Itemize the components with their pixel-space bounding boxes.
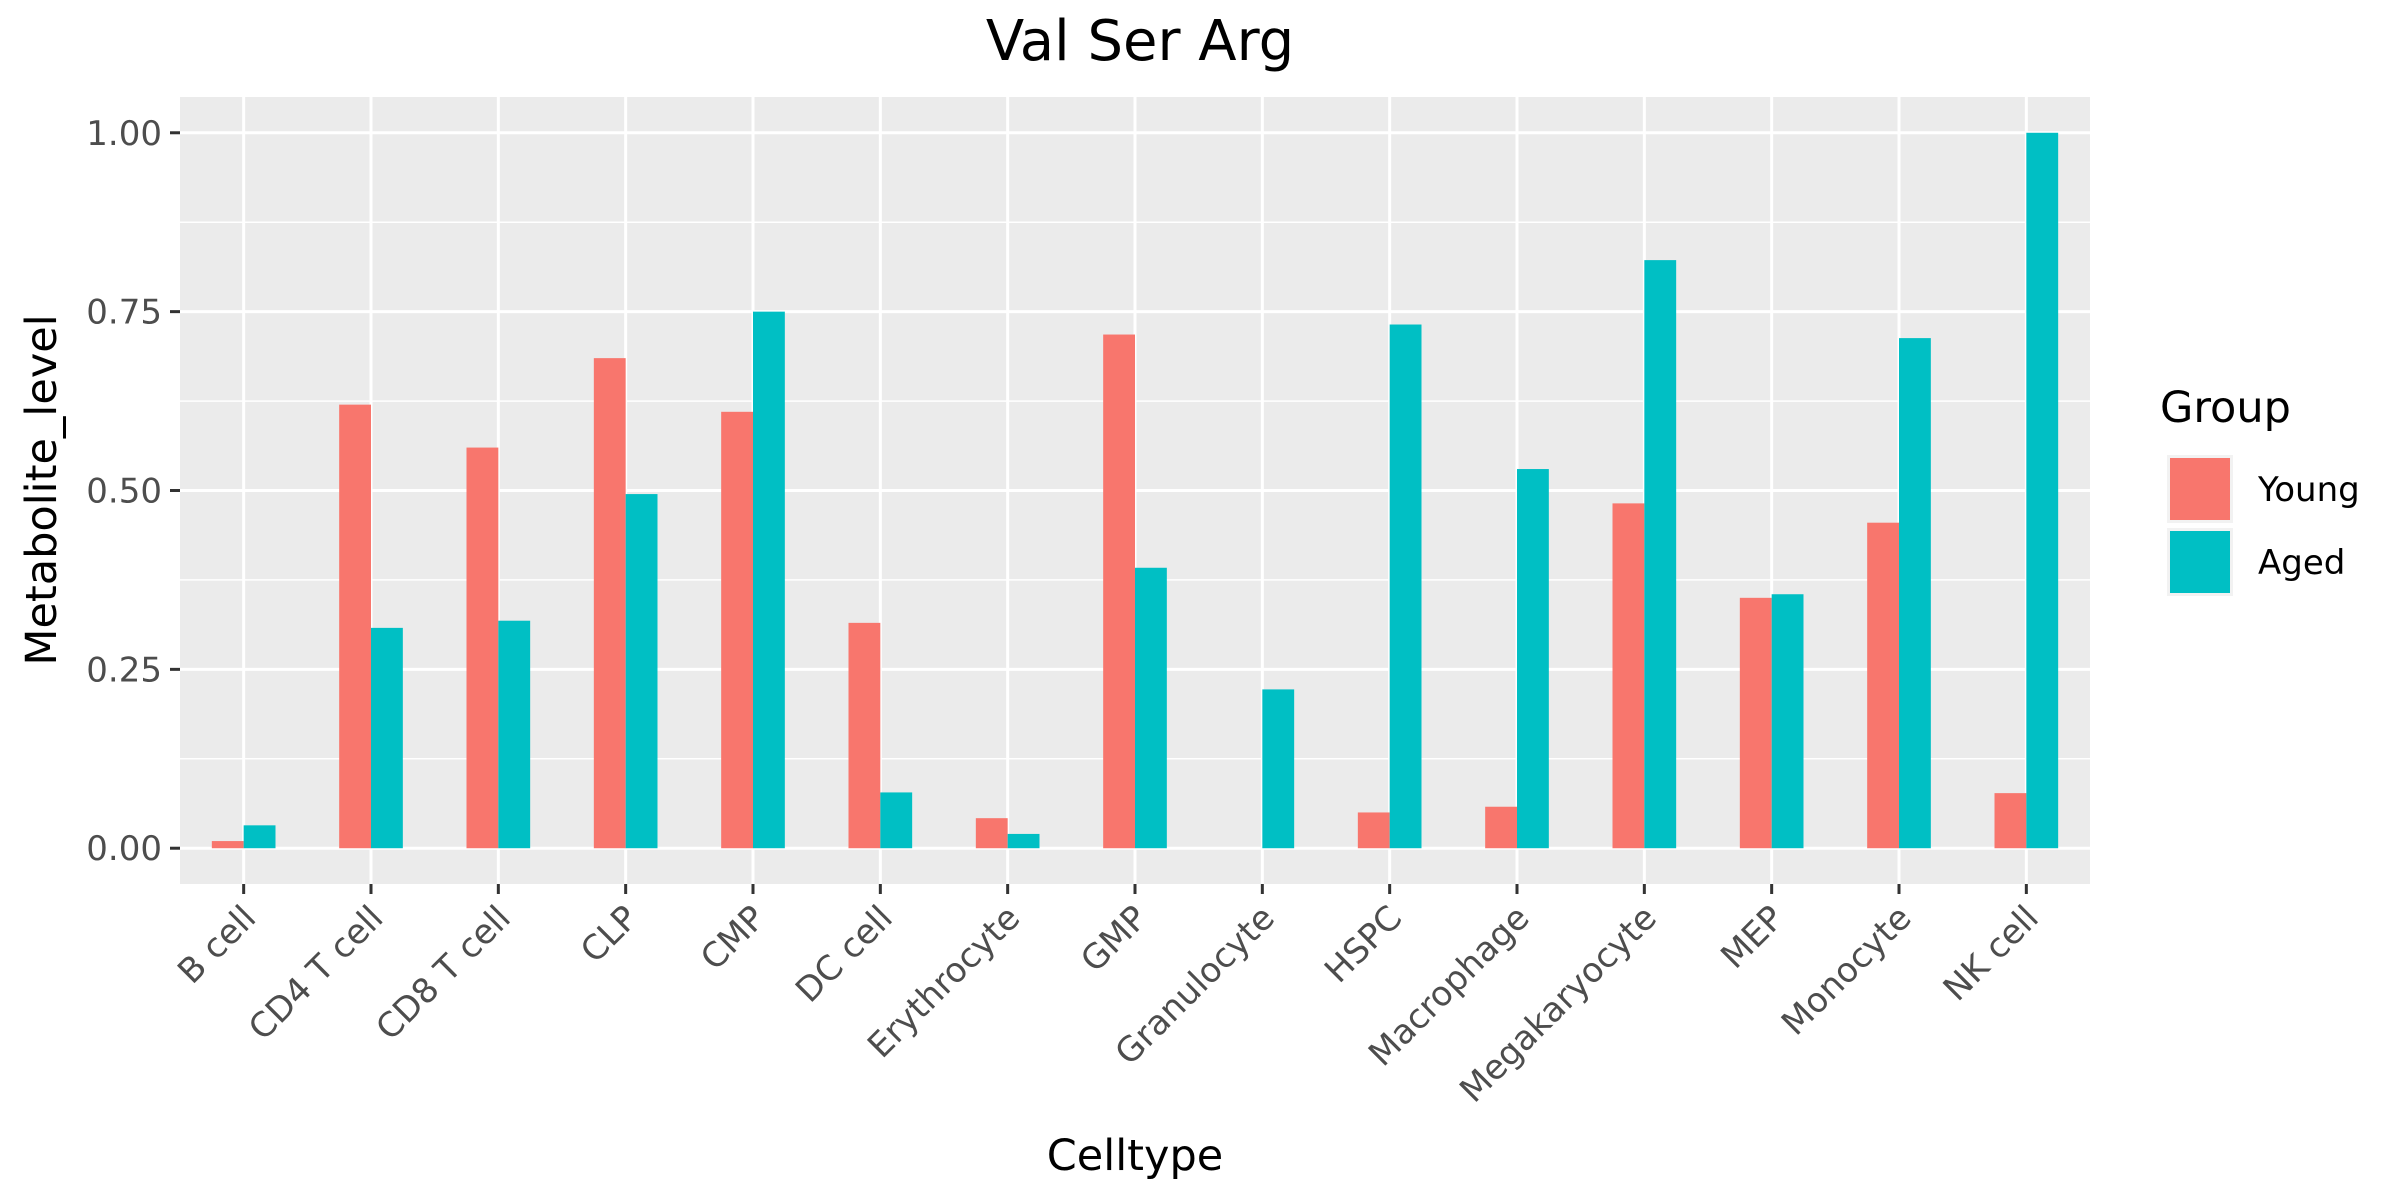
bar [1262,689,1295,849]
y-tick-label: 0.50 [86,472,162,512]
bar [1867,522,1899,849]
x-tick-label: NK cell [1936,898,2047,1009]
y-tick-label: 0.75 [86,293,162,333]
chart-title: Val Ser Arg [986,9,1294,74]
bar [2026,132,2059,849]
bar [1485,806,1517,849]
legend-title: Group [2160,383,2291,433]
legend: Group Young Aged [2160,383,2360,596]
legend-label: Young [2257,470,2360,510]
bar [339,404,371,849]
bar [1135,567,1167,849]
y-axis: 0.00 0.25 0.50 0.75 1.00 [86,114,180,869]
bar [466,447,499,849]
y-tick-label: 0.00 [86,829,162,869]
bars [211,132,2059,849]
bar [371,627,403,849]
bar [1517,469,1549,849]
x-tick-label: MEP [1713,898,1792,977]
bar [721,411,753,849]
bar [1357,812,1390,849]
legend-label: Aged [2258,543,2345,583]
x-tick-label: Monocyte [1774,898,1919,1043]
x-tick-label: CLP [573,898,646,971]
bar [1994,793,2027,849]
bar [243,825,276,849]
legend-key [2170,458,2230,520]
bar [1103,334,1135,849]
bar [1739,597,1772,849]
bar [1644,260,1677,849]
x-tick-label: CD8 T cell [368,898,518,1048]
x-tick-label: GMP [1073,898,1155,980]
x-tick-label: CMP [693,898,773,978]
x-tick-label: B cell [170,898,264,992]
bar [753,311,785,849]
bar [1771,594,1804,849]
bar [1389,324,1422,849]
y-axis-title: Metabolite_level [17,314,67,665]
legend-key [2170,531,2230,593]
x-tick-label: CD4 T cell [241,898,391,1048]
bar [593,358,626,849]
y-tick-label: 0.25 [86,650,162,690]
bar [975,818,1008,849]
y-tick-label: 1.00 [86,114,162,154]
bar [1899,338,1931,849]
x-axis-title: Celltype [1047,1131,1223,1181]
x-tick-label: DC cell [788,898,901,1011]
x-tick-label: HSPC [1317,898,1410,991]
bar [211,841,244,849]
bar [1612,503,1645,849]
bar [498,620,531,849]
bar [625,494,658,849]
bar [848,622,881,849]
bar [880,792,913,849]
bar [1007,833,1040,849]
